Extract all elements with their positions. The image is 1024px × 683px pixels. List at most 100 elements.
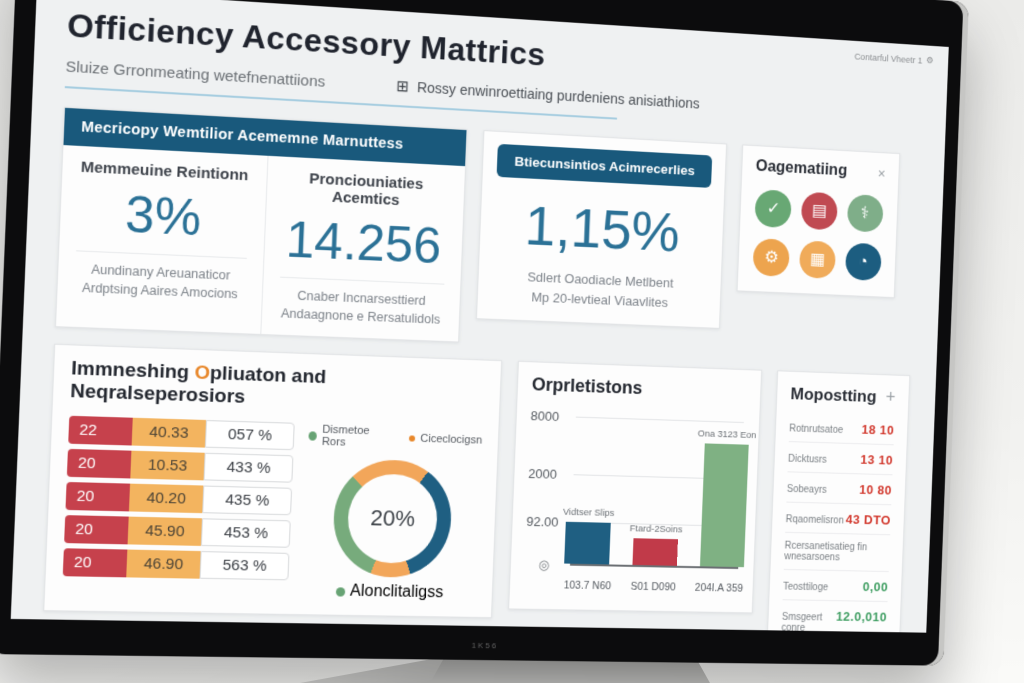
table-cell: 453 % (200, 518, 291, 549)
highlight-metric-card: Btiecunsintios Acimrecerlies 1,15% Sdler… (475, 130, 728, 329)
legend-item: Ciceclocigsn (409, 427, 483, 453)
dashboard-content: Contarful Vheetr 1 ⚙ Officiency Accessor… (11, 0, 949, 633)
section-title: Immneshing Opliuaton and Neqralseperosio… (69, 358, 327, 409)
grid-icon: ⊞ (395, 77, 410, 96)
stethoscope-icon[interactable]: ⚕ (846, 194, 884, 233)
table-cell: 20 (64, 515, 129, 545)
orange-o: O (194, 362, 211, 385)
donut-center-label: 20% (369, 505, 416, 532)
divider (76, 250, 247, 259)
y-tick: 8000 (530, 407, 560, 424)
table-cell: 20 (62, 548, 128, 578)
gridline (575, 416, 744, 424)
table-cell: 40.33 (131, 417, 206, 448)
highlight-description: Sdlert Oaodiacle Metlbent Mp 20-levtieal… (527, 269, 674, 310)
page-subtitle: Sluize Grronmeating wetefnenattiions (65, 57, 326, 91)
green-dot-icon (335, 587, 346, 597)
bar-chart: 8000 2000 92.00 ◎ Vidtser Slips (523, 401, 757, 600)
bar-label: Vidtser Slips (562, 507, 615, 520)
panel-value: 18 10 (861, 422, 895, 438)
green-dot-icon (308, 431, 318, 441)
metric-label: Pronciouniaties Acemtics (308, 170, 424, 210)
panel-row: Teosttiloge 0,00 (782, 570, 889, 603)
shortcuts-card: Oagematiing × ✓ ▤ ⚕ ⚙ ▦ ◔ (736, 144, 901, 299)
table-row: 22 40.33 057 % (68, 416, 295, 451)
mini-table: 22 40.33 057 % 20 10.53 433 % (62, 416, 295, 600)
panel-row: Smsgeert conre 12.0,010 (780, 600, 888, 633)
receipt-icon[interactable]: ▤ (800, 191, 838, 231)
table-cell: 563 % (199, 551, 290, 581)
metric-description: Aundinany Areuanaticor Ardptsing Aaires … (81, 262, 238, 302)
x-axis: 103.7 N60 S01 D090 204I.A 359 (563, 580, 743, 595)
panel-value: 10 80 (858, 482, 893, 498)
table-row: 20 10.53 433 % (66, 449, 294, 483)
x-tick: 103.7 N60 (563, 579, 612, 593)
gear-icon[interactable]: ⚙ (925, 55, 934, 66)
shortcuts-grid: ✓ ▤ ⚕ ⚙ ▦ ◔ (752, 189, 885, 282)
metric-card: Pronciouniaties Acemtics 14.256 Cnaber I… (261, 156, 465, 342)
bar-label: Ftard-2Soins (629, 523, 683, 536)
side-panel-title: Mopostting (790, 384, 877, 406)
bar-chart-title: Orprletistons (531, 374, 643, 399)
y-tick: 92.00 (526, 513, 559, 530)
plus-icon[interactable]: + (885, 387, 896, 407)
metric-value: 14.256 (284, 210, 443, 275)
table-cell: 435 % (202, 485, 293, 516)
metric-description: Cnaber Incnarsesttierd Andaagnone e Rers… (280, 288, 441, 327)
panel-row: Dicktusrs 13 10 (787, 442, 894, 476)
panel-row: Rcersanetisatieg fin wnesarsoens (783, 533, 891, 573)
close-icon[interactable]: × (877, 165, 886, 182)
table-cell: 22 (68, 416, 133, 446)
bar-group: Vidtser Slips (562, 507, 615, 565)
monitor: 1K56 Contarful Vheetr 1 ⚙ Officiency Acc… (0, 0, 969, 666)
bar-group: Ona 3123 Eon (698, 429, 757, 568)
panel-row: Rqaomelisron 43 DTO (785, 502, 892, 536)
map-icon[interactable]: ▦ (798, 240, 837, 279)
metrics-card-group: Mecricopy Wemtilior Acememne Marnuttess … (54, 106, 468, 343)
divider (279, 276, 445, 285)
highlight-banner: Btiecunsintios Acimrecerlies (496, 143, 713, 188)
x-tick: S01 D090 (630, 580, 676, 594)
table-row: 20 46.90 563 % (62, 548, 290, 581)
clock-icon[interactable]: ◔ (844, 242, 882, 282)
table-cell: 45.90 (127, 516, 202, 547)
side-panel: Mopostting + Rotnrutsatoe 18 10 Dicktusr… (766, 370, 911, 633)
clipboard-check-icon[interactable]: ✓ (754, 189, 793, 229)
table-cell: 057 % (204, 420, 295, 451)
bar (632, 538, 678, 567)
monitor-brand-label: 1K56 (471, 640, 499, 651)
bar-plot: Vidtser Slips Ftard-2Soins Ona 3123 Eon (563, 426, 757, 570)
bar-chart-card: Orprletistons 8000 2000 92.00 ◎ Vidt (508, 361, 763, 614)
panel-value: 13 10 (860, 452, 894, 468)
dashboard-screen: Contarful Vheetr 1 ⚙ Officiency Accessor… (10, 0, 949, 633)
legend-item: Alonclitaligss (335, 583, 444, 603)
table-cell: 433 % (203, 453, 294, 483)
table-cell: 10.53 (130, 450, 205, 481)
panel-row: Sobeayrs 10 80 (786, 472, 893, 506)
bar-label: Ona 3123 Eon (697, 428, 757, 442)
panel-row: Rotnrutsatoe 18 10 (788, 412, 895, 446)
shortcuts-title: Oagematiing (755, 157, 848, 180)
metrics-row: Mecricopy Wemtilior Acememne Marnuttess … (54, 106, 919, 360)
table-row: 20 40.20 435 % (65, 482, 293, 516)
table-donut-card: Immneshing Opliuaton and Neqralseperosio… (43, 343, 503, 619)
metric-value: 3% (124, 185, 203, 247)
bar (564, 522, 611, 565)
legend-item: Dismetoe Rors (308, 423, 390, 450)
metric-card: Memmeuine Reintionn 3% Aundinany Areuana… (55, 145, 269, 335)
highlight-value: 1,15% (523, 193, 682, 264)
table-cell: 46.90 (126, 549, 201, 579)
x-tick: 204I.A 359 (694, 582, 744, 595)
circle-icon: ◎ (538, 557, 550, 573)
panel-value: 12.0,010 (835, 609, 888, 625)
panel-value: 43 DTO (845, 512, 891, 528)
y-tick: 2000 (528, 465, 558, 482)
table-cell: 20 (66, 449, 132, 479)
gear-icon[interactable]: ⚙ (752, 238, 791, 277)
bottom-row: Immneshing Opliuaton and Neqralseperosio… (42, 343, 911, 633)
panel-value: 0,00 (862, 579, 889, 595)
bar-group: Ftard-2Soins (629, 523, 683, 567)
table-row: 20 45.90 453 % (64, 515, 291, 549)
orange-ring-icon (409, 435, 416, 442)
